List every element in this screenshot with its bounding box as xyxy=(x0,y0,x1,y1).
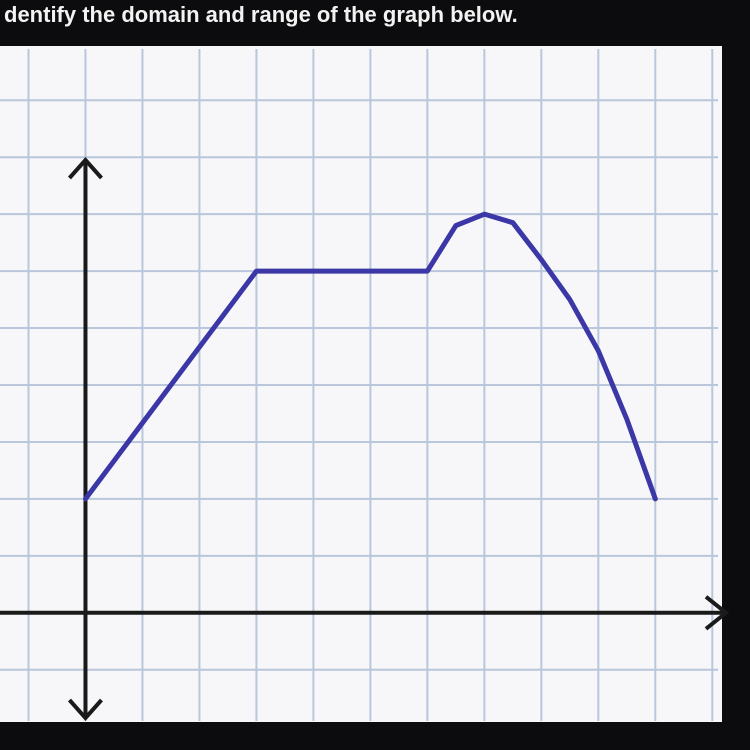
x-axis-arrow xyxy=(704,595,730,631)
y-axis-arrow xyxy=(67,698,103,722)
y-axis-arrow xyxy=(67,156,103,180)
axes xyxy=(0,156,730,722)
function-line xyxy=(82,211,658,502)
marks xyxy=(82,211,658,502)
chart-title: dentify the domain and range of the grap… xyxy=(4,2,518,27)
grid xyxy=(0,49,718,721)
